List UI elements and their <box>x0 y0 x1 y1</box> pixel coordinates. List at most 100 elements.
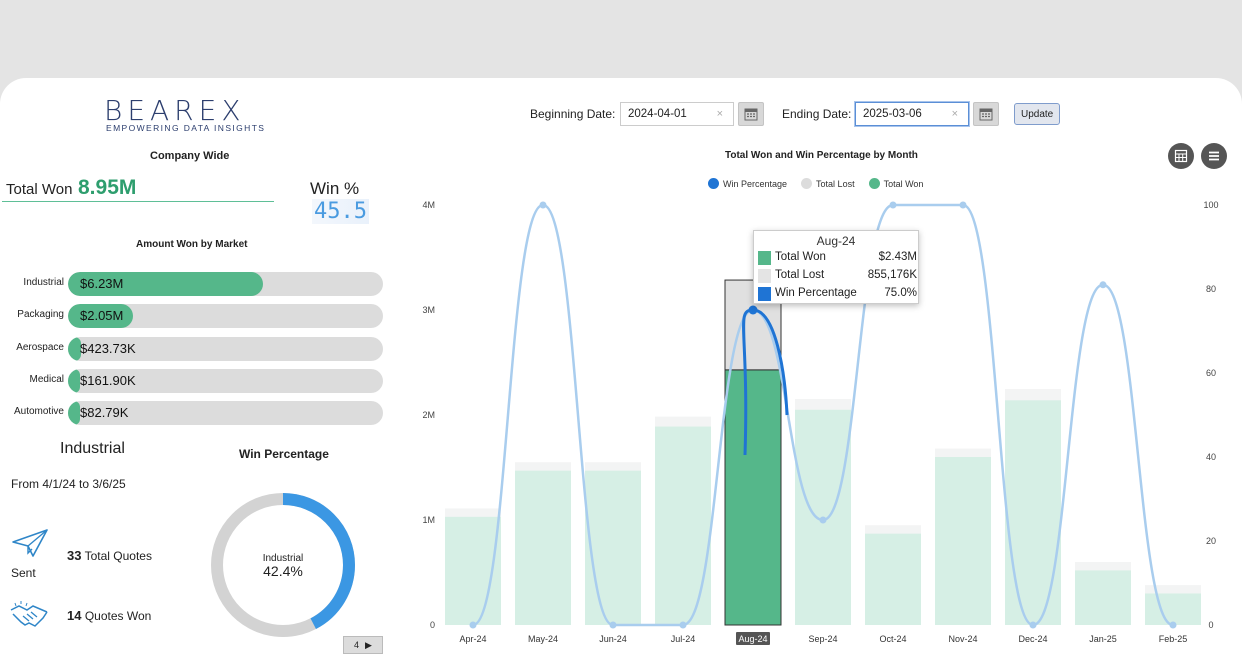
point-win-percentage <box>539 201 547 209</box>
y-left-tick: 1M <box>422 515 435 525</box>
total-quotes-label: Total Quotes <box>84 549 152 563</box>
end-date-clear-icon[interactable]: × <box>951 108 958 120</box>
handshake-icon <box>9 600 49 635</box>
total-won-label: Total Won <box>6 181 73 198</box>
logo-tagline: EMPOWERING DATA INSIGHTS <box>106 123 266 133</box>
market-value: $161.90K <box>80 372 136 388</box>
end-date-input[interactable]: 2025-03-06 × <box>855 102 969 126</box>
x-tick-label: Apr-24 <box>459 634 486 644</box>
market-value: $423.73K <box>80 340 136 356</box>
combo-chart: 0 1M 2M 3M 4M 0 20 40 60 80 100 Apr-24 May-24 Jun-24 J… <box>422 200 1219 645</box>
y-left-tick: 0 <box>430 620 435 630</box>
begin-date-clear-icon[interactable]: × <box>716 108 723 120</box>
bar-total-won <box>1145 593 1201 625</box>
market-name: Industrial <box>23 277 64 288</box>
market-row[interactable]: Aerospace $423.73K <box>0 336 390 361</box>
market-bar-track <box>68 304 383 329</box>
detail-range: From 4/1/24 to 3/6/25 <box>11 477 126 491</box>
donut-value: 42.4% <box>263 563 303 579</box>
x-tick-label: Sep-24 <box>808 634 837 644</box>
tooltip-swatch <box>758 287 771 301</box>
legend-total-won[interactable]: Total Won <box>868 178 924 189</box>
tooltip-value: 855,176K <box>867 269 917 281</box>
y-right-tick: 80 <box>1206 284 1216 294</box>
legend-total-lost[interactable]: Total Lost <box>801 178 855 189</box>
begin-calendar-button[interactable] <box>738 102 764 126</box>
legend-label: Total Lost <box>816 178 855 189</box>
tooltip-row-winpct: Win Percentage 75.0% <box>757 286 917 303</box>
update-button[interactable]: Update <box>1014 103 1061 125</box>
paper-plane-icon <box>11 528 49 563</box>
legend-label: Total Won <box>883 178 924 189</box>
y-right-tick: 20 <box>1206 536 1216 546</box>
table-icon <box>1174 149 1188 163</box>
end-date-label: Ending Date: <box>782 107 852 121</box>
market-name: Aerospace <box>16 341 64 353</box>
legend-swatch <box>801 178 813 189</box>
market-value: $2.05M <box>80 308 124 324</box>
y-right-tick: 60 <box>1206 368 1216 378</box>
begin-date-value: 2024-04-01 <box>628 108 687 120</box>
page-number: 4 <box>354 640 360 650</box>
y-right-tick: 40 <box>1206 452 1216 462</box>
table-view-button[interactable] <box>1168 143 1194 169</box>
quotes-won: 14 Quotes Won <box>67 608 151 623</box>
play-icon: ▶ <box>365 639 372 650</box>
legend-swatch <box>868 178 880 189</box>
point-win-percentage <box>469 621 477 629</box>
win-pct-value: 45.5 <box>312 199 369 224</box>
y-right-tick: 100 <box>1203 200 1218 210</box>
y-left-tick: 4M <box>422 200 435 210</box>
tooltip-name: Total Lost <box>775 269 825 281</box>
x-tick-label: Aug-24 <box>738 634 767 644</box>
x-tick-label: May-24 <box>528 634 558 644</box>
market-name: Automotive <box>13 406 64 418</box>
market-value: $6.23M <box>80 276 124 291</box>
point-win-percentage <box>819 516 827 524</box>
market-bar-track <box>68 336 383 361</box>
x-tick-label: Jan-25 <box>1089 634 1117 644</box>
total-won-underline <box>2 201 274 202</box>
point-win-percentage <box>1099 281 1107 289</box>
point-win-percentage <box>748 305 758 315</box>
x-label-highlight <box>736 632 770 645</box>
x-tick-label: Dec-24 <box>1018 634 1047 644</box>
market-bar-track <box>68 272 383 296</box>
logo: BEAREX <box>104 94 246 127</box>
markets-title: Amount Won by Market <box>136 239 248 250</box>
begin-date-input[interactable]: 2024-04-01 × <box>620 102 734 126</box>
point-win-percentage <box>609 621 617 629</box>
detail-title: Industrial <box>60 440 125 457</box>
total-won-value: 8.95M <box>78 176 137 199</box>
x-tick-label: Nov-24 <box>948 634 977 644</box>
donut-label: Industrial <box>263 553 304 564</box>
tooltip-swatch <box>758 251 771 265</box>
tooltip-value: $2.43M <box>878 251 917 263</box>
tooltip-row-won: Total Won $2.43M <box>757 250 917 267</box>
point-win-percentage <box>679 621 687 629</box>
page-next-button[interactable]: 4 ▶ <box>343 636 383 654</box>
tooltip-value: 75.0% <box>884 287 917 299</box>
end-date-value: 2025-03-06 <box>863 108 922 120</box>
donut-title: Win Percentage <box>239 447 329 461</box>
market-name: Medical <box>29 373 64 385</box>
end-calendar-button[interactable] <box>973 102 999 126</box>
legend-win-percentage[interactable]: Win Percentage <box>708 178 787 189</box>
market-row[interactable]: Industrial $6.23M <box>0 272 390 296</box>
market-row[interactable]: Packaging $2.05M <box>0 304 390 329</box>
y-left-tick: 2M <box>422 410 435 420</box>
y-right-tick: 0 <box>1208 620 1213 630</box>
total-quotes-count: 33 <box>67 548 82 563</box>
market-row[interactable]: Medical $161.90K <box>0 368 390 393</box>
calendar-icon <box>979 108 993 121</box>
market-name: Packaging <box>17 309 64 321</box>
market-value: $82.79K <box>80 405 129 421</box>
menu-button[interactable] <box>1201 143 1227 169</box>
legend-label: Win Percentage <box>723 178 788 189</box>
market-bar-fill <box>68 272 264 296</box>
win-percentage-donut: Industrial 42.4% <box>208 490 358 640</box>
sent-label: Sent <box>11 566 36 580</box>
calendar-icon <box>744 108 758 121</box>
market-row[interactable]: Automotive $82.79K <box>0 401 390 426</box>
x-tick-label: Jun-24 <box>599 634 627 644</box>
